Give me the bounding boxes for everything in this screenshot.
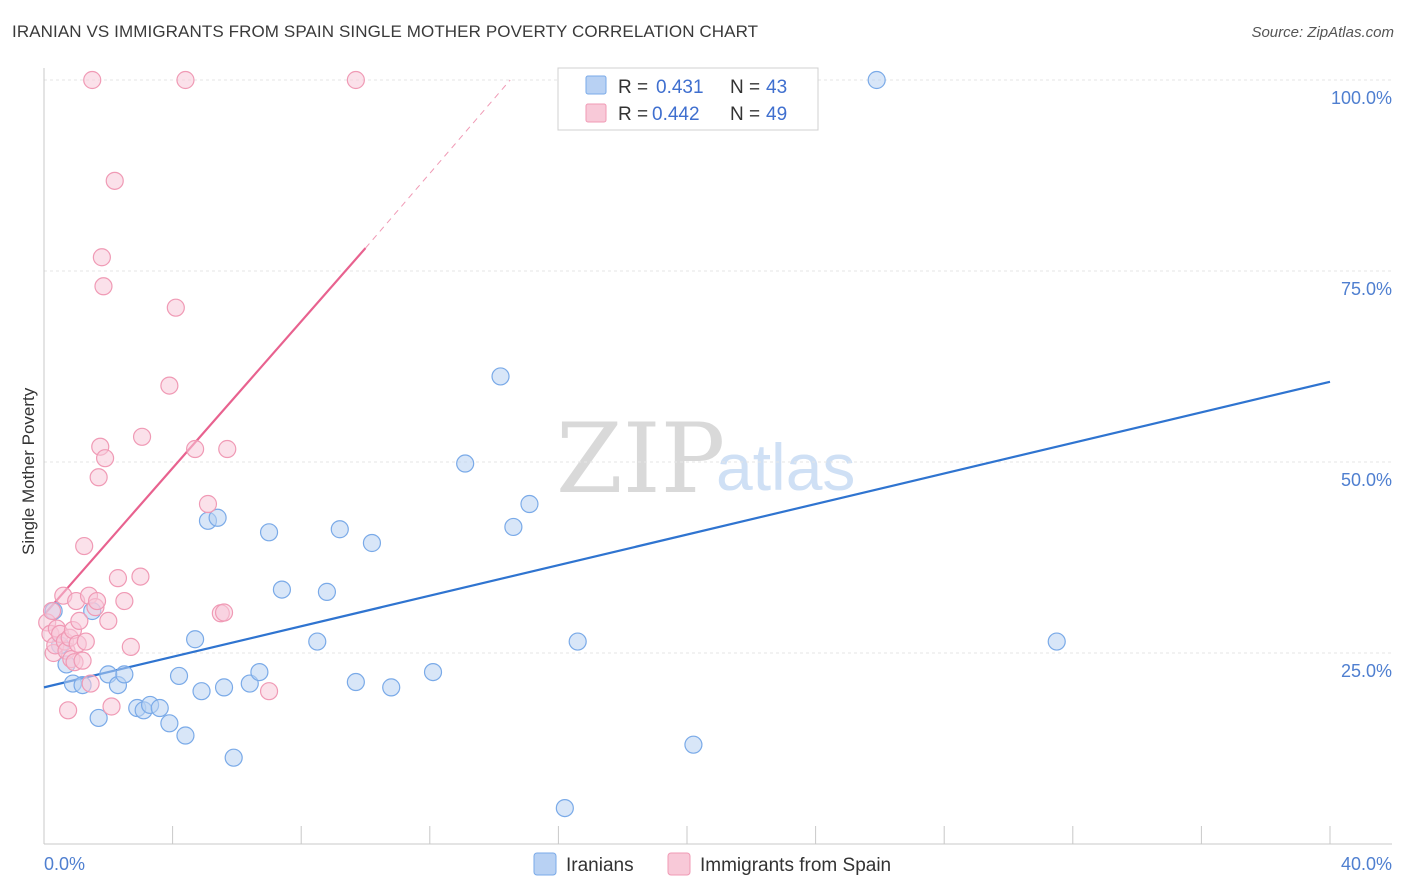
point-series-0	[456, 454, 475, 473]
point-series-0	[330, 520, 349, 539]
x-tick-label: 40.0%	[1341, 854, 1392, 874]
point-series-1	[259, 682, 279, 701]
point-series-1	[102, 697, 121, 716]
point-series-1	[108, 569, 128, 588]
point-series-1	[131, 567, 150, 586]
point-series-0	[491, 367, 510, 386]
tick-labels: 25.0% 50.0% 75.0% 100.0% 0.0% 40.0%	[44, 88, 1392, 874]
point-series-1	[83, 70, 102, 90]
legend-n-label-1: N =	[730, 77, 760, 98]
point-series-0	[317, 582, 337, 601]
point-series-0	[192, 682, 211, 701]
bottom-legend-label-spain: Immigrants from Spain	[700, 855, 891, 876]
point-series-1	[214, 603, 234, 622]
bottom-legend: Iranians Immigrants from Spain	[533, 852, 891, 876]
point-series-1	[70, 611, 89, 631]
trend-line-series-1	[43, 247, 367, 616]
legend-n-label-2: N =	[730, 104, 760, 125]
point-series-0	[169, 666, 189, 686]
legend-n-value-2: 49	[766, 104, 787, 125]
point-series-1	[59, 701, 78, 720]
point-series-0	[520, 494, 539, 514]
x-tick-label: 0.0%	[44, 854, 85, 874]
legend-n-value-1: 43	[766, 77, 787, 98]
point-series-0	[346, 672, 365, 692]
chart-title: IRANIAN VS IMMIGRANTS FROM SPAIN SINGLE …	[12, 22, 759, 41]
point-series-1	[176, 70, 195, 90]
legend-swatch-iranians	[585, 75, 607, 95]
point-series-0	[867, 70, 886, 90]
point-series-1	[75, 536, 94, 556]
point-series-0	[186, 630, 205, 649]
bottom-legend-swatch-spain	[667, 852, 691, 876]
point-series-0	[1047, 632, 1066, 651]
trend-line-extension-series-1	[365, 79, 511, 249]
legend-box: R = 0.431 N = 43 R = 0.442 N = 49	[557, 67, 819, 131]
point-series-1	[166, 298, 185, 317]
watermark-atlas: atlas	[716, 430, 855, 504]
point-series-0	[160, 714, 179, 733]
y-tick-label: 25.0%	[1341, 661, 1392, 681]
point-series-0	[423, 662, 443, 682]
point-series-1	[218, 439, 237, 459]
point-series-0	[214, 678, 234, 697]
point-series-1	[121, 637, 140, 656]
point-series-1	[89, 468, 108, 487]
point-series-1	[115, 591, 134, 611]
point-series-1	[76, 632, 95, 651]
point-series-0	[208, 508, 227, 527]
bottom-legend-label-iranians: Iranians	[566, 855, 634, 876]
point-series-1	[95, 449, 115, 468]
y-tick-label: 100.0%	[1331, 88, 1392, 108]
point-series-1	[198, 494, 218, 514]
axes	[43, 68, 1392, 845]
point-series-0	[568, 632, 587, 651]
legend-r-value-1: 0.431	[656, 77, 704, 98]
grid-lines	[44, 79, 1392, 654]
point-series-0	[89, 708, 108, 728]
trend-lines	[43, 79, 1331, 689]
point-series-0	[272, 580, 292, 599]
point-series-0	[259, 523, 279, 542]
point-series-1	[105, 171, 124, 190]
point-series-1	[132, 427, 152, 446]
legend-r-label-1: R =	[618, 77, 648, 98]
point-series-0	[150, 698, 169, 718]
chart-source: Source: ZipAtlas.com	[1251, 24, 1394, 41]
point-series-1	[94, 277, 113, 296]
point-series-0	[224, 748, 243, 767]
point-series-1	[92, 248, 111, 267]
point-series-0	[382, 678, 401, 697]
point-series-1	[87, 591, 107, 611]
point-series-0	[250, 662, 269, 682]
point-series-1	[186, 439, 205, 459]
point-series-0	[115, 665, 134, 684]
point-series-0	[555, 798, 574, 818]
y-tick-label: 75.0%	[1341, 279, 1392, 299]
point-series-0	[362, 533, 382, 553]
legend-r-label-2: R =	[618, 104, 648, 125]
point-series-0	[308, 632, 327, 651]
point-series-1	[346, 70, 365, 90]
point-series-0	[504, 517, 523, 537]
point-series-0	[176, 726, 195, 745]
data-points	[38, 70, 1066, 818]
y-tick-label: 50.0%	[1341, 470, 1392, 490]
point-series-1	[73, 651, 92, 670]
watermark-zip: ZIP	[556, 403, 725, 515]
point-series-1	[99, 611, 118, 631]
point-series-0	[684, 735, 703, 754]
bottom-legend-swatch-iranians	[533, 852, 557, 876]
point-series-1	[42, 601, 62, 621]
point-series-1	[160, 376, 179, 395]
point-series-1	[81, 674, 100, 693]
legend-swatch-spain	[585, 103, 607, 123]
y-axis-title: Single Mother Poverty	[19, 387, 38, 555]
legend-r-value-2: 0.442	[652, 104, 700, 125]
trend-line-series-0	[43, 380, 1331, 689]
